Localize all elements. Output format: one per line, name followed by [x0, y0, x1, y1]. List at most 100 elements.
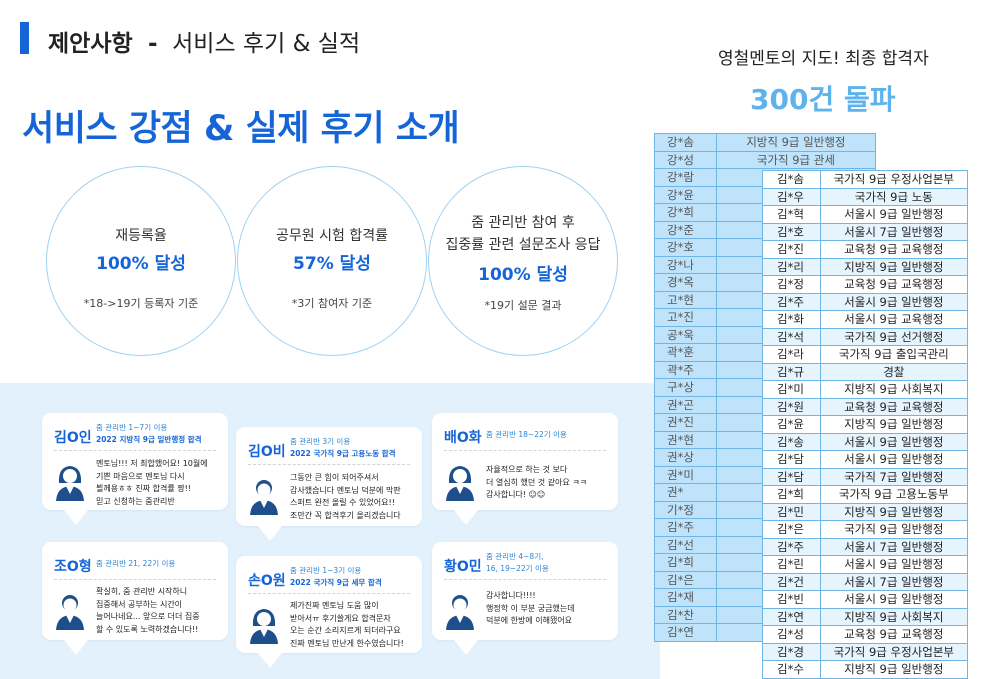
table-row: 강*성 국가직 9급 관세 — [654, 150, 877, 169]
passer-name-cell: 김*담 — [762, 467, 821, 486]
table-row: 김*은 국가직 9급 일반행정 — [762, 520, 969, 539]
table-row: 김*담 서울시 9급 일반행정 — [762, 450, 969, 469]
stat-circle-survey: 줌 관리반 참여 후 집중률 관련 설문조사 응답 100% 달성 *19기 설… — [428, 166, 618, 356]
passer-exam-cell: 서울시 9급 일반행정 — [819, 555, 969, 574]
reviewer-name: 조O형 — [54, 559, 92, 575]
passer-name-cell: 김*연 — [654, 623, 717, 642]
pass-subtitle: 영철멘토의 지도! 최종 합격자 — [718, 49, 929, 69]
passer-exam-cell: 국가직 9급 일반행정 — [819, 520, 969, 539]
reviewer-name: 손O원 — [248, 573, 286, 589]
passer-name-cell: 강*솜 — [654, 133, 717, 152]
passer-name-cell: 곽*훈 — [654, 343, 717, 362]
passer-name-cell: 김*건 — [762, 572, 821, 591]
passer-name-cell: 김*우 — [762, 187, 821, 206]
passer-name-cell: 강*람 — [654, 168, 717, 187]
passer-name-cell: 김*연 — [762, 607, 821, 626]
table-row: 김*희 국가직 9급 고용노동부 — [762, 485, 969, 504]
stat-circle-pass-rate: 공무원 시험 합격률 57% 달성 *3기 참여자 기준 — [237, 166, 427, 356]
passer-exam-cell: 국가직 9급 선거행정 — [819, 327, 969, 346]
passer-name-cell: 권*진 — [654, 413, 717, 432]
passer-exam-cell: 국가직 9급 출입국관리 — [819, 345, 969, 364]
passer-name-cell: 김*찬 — [654, 605, 717, 624]
passer-name-cell: 권*현 — [654, 430, 717, 449]
passer-exam-cell: 교육청 9급 교육행정 — [819, 240, 969, 259]
reviewer-name: 김O인 — [54, 430, 92, 446]
table-row: 김*화 서울시 9급 교육행정 — [762, 310, 969, 329]
review-card: 조O형 줌 관리반 21, 22기 이용 확실히, 줌 관리반 시작하니 집중해… — [42, 542, 228, 655]
female-user-icon — [56, 466, 84, 501]
passer-exam-cell: 국가직 9급 고용노동부 — [819, 485, 969, 504]
passer-name-cell: 김*경 — [762, 642, 821, 661]
review-meta: 줌 관리반 4~8기, 16, 19~22기 이용 — [486, 552, 549, 573]
passer-name-cell: 강*윤 — [654, 185, 717, 204]
review-body: 멘토님!!! 저 최합했어요! 10월에 기쁜 마음으로 멘토님 다시 뵐께용ㅎ… — [96, 459, 208, 506]
passer-name-cell: 김*송 — [762, 432, 821, 451]
review-meta: 줌 관리반 3기 이용 2022 국가직 9급 고용노동 합격 — [290, 437, 396, 458]
passer-exam-cell: 지방직 9급 사회복지 — [819, 380, 969, 399]
stat-note: *3기 참여자 기준 — [291, 297, 373, 310]
table-row: 김*민 지방직 9급 일반행정 — [762, 502, 969, 521]
male-user-icon — [446, 595, 474, 630]
passer-name-cell: 김*주 — [762, 292, 821, 311]
review-meta: 줌 관리반 18~22기 이용 — [486, 430, 567, 439]
passer-name-cell: 김*재 — [654, 588, 717, 607]
passer-exam-cell: 교육청 9급 교육행정 — [819, 397, 969, 416]
passer-name-cell: 김*원 — [762, 397, 821, 416]
review-meta: 줌 관리반 1~3기 이용 2022 국가직 9급 세무 합격 — [290, 566, 382, 587]
passer-name-cell: 경*옥 — [654, 273, 717, 292]
table-row: 김*연 지방직 9급 사회복지 — [762, 607, 969, 626]
table-row: 김*주 서울시 9급 일반행정 — [762, 292, 969, 311]
passer-name-cell: 김*주 — [762, 537, 821, 556]
table-row: 김*석 국가직 9급 선거행정 — [762, 327, 969, 346]
passer-name-cell: 강*준 — [654, 220, 717, 239]
table-row: 김*린 서울시 9급 일반행정 — [762, 555, 969, 574]
passer-name-cell: 김*주 — [654, 518, 717, 537]
passer-name-cell: 김*리 — [762, 257, 821, 276]
review-card: 황O민 줌 관리반 4~8기, 16, 19~22기 이용 감사합니다!!!! … — [432, 542, 618, 655]
divider — [444, 579, 606, 580]
table-row: 김*건 서울시 7급 일반행정 — [762, 572, 969, 591]
passer-name-cell: 권*상 — [654, 448, 717, 467]
passer-exam-cell: 국가직 9급 우정사업본부 — [819, 170, 969, 189]
stat-value: 100% 달성 — [96, 254, 186, 274]
male-user-icon — [56, 595, 84, 630]
passer-exam-cell: 서울시 9급 일반행정 — [819, 432, 969, 451]
header-subtitle: 서비스 후기 & 실적 — [172, 31, 361, 57]
passer-name-cell: 김*정 — [762, 275, 821, 294]
passer-exam-cell: 서울시 7급 일반행정 — [819, 222, 969, 241]
table-row: 김*라 국가직 9급 출입국관리 — [762, 345, 969, 364]
passer-exam-cell: 지방직 9급 일반행정 — [715, 133, 877, 152]
table-row: 김*빈 서울시 9급 일반행정 — [762, 590, 969, 609]
passer-name-cell: 김*담 — [762, 450, 821, 469]
header-title: 제안사항 - 서비스 후기 & 실적 — [48, 24, 360, 58]
female-user-icon — [250, 609, 278, 644]
table-row: 김*수 지방직 9급 일반행정 — [762, 660, 969, 679]
table-row: 김*리 지방직 9급 일반행정 — [762, 257, 969, 276]
review-card: 김O인 줌 관리반 1~7기 이용 2022 지방직 9급 일반행정 합격 멘토… — [42, 413, 228, 525]
passer-name-cell: 권*곤 — [654, 395, 717, 414]
passer-name-cell: 기*정 — [654, 500, 717, 519]
passer-exam-cell: 교육청 9급 교육행정 — [819, 625, 969, 644]
passer-exam-cell: 서울시 9급 일반행정 — [819, 450, 969, 469]
passer-name-cell: 권*미 — [654, 465, 717, 484]
passer-exam-cell: 서울시 7급 일반행정 — [819, 537, 969, 556]
passer-name-cell: 김*혁 — [762, 205, 821, 224]
table-row: 김*혁 서울시 9급 일반행정 — [762, 205, 969, 224]
passer-name-cell: 김*미 — [762, 380, 821, 399]
passer-name-cell: 김*은 — [654, 570, 717, 589]
male-user-icon — [250, 480, 278, 515]
passer-name-cell: 김*민 — [762, 502, 821, 521]
passer-exam-cell: 국가직 7급 일반행정 — [819, 467, 969, 486]
passer-name-cell: 강*성 — [654, 150, 717, 169]
table-row: 김*윤 지방직 9급 일반행정 — [762, 415, 969, 434]
passer-name-cell: 김*은 — [762, 520, 821, 539]
passer-name-cell: 고*진 — [654, 308, 717, 327]
review-card: 손O원 줌 관리반 1~3기 이용 2022 국가직 9급 세무 합격 제가진짜… — [236, 556, 422, 668]
passer-exam-cell: 서울시 9급 교육행정 — [819, 310, 969, 329]
passer-name-cell: 김*진 — [762, 240, 821, 259]
table-row: 김*미 지방직 9급 사회복지 — [762, 380, 969, 399]
passer-name-cell: 김*호 — [762, 222, 821, 241]
review-body: 확실히, 줌 관리반 시작하니 집중해서 공부하는 시간이 늘어나네요... 앞… — [96, 587, 200, 634]
passer-name-cell: 김*성 — [762, 625, 821, 644]
passer-exam-cell: 서울시 9급 일반행정 — [819, 292, 969, 311]
